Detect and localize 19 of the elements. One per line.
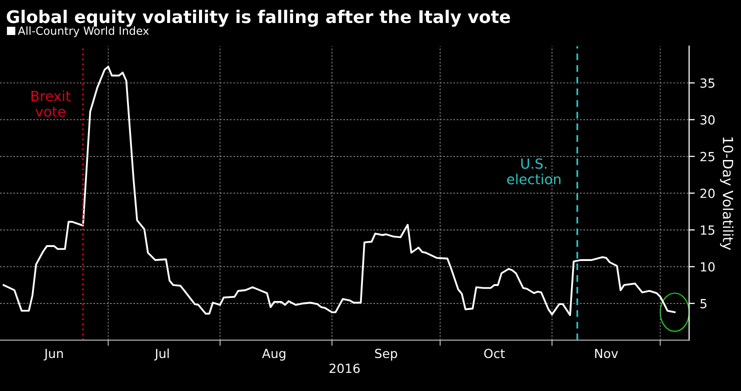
x-tick-label: Nov — [595, 348, 618, 358]
x-tick-label: Aug — [262, 348, 286, 361]
y-tick-label: 30 — [700, 115, 715, 125]
y-tick-label: 15 — [700, 226, 714, 235]
x-axis-title: 2016 — [330, 364, 360, 374]
y-tick-label: 25 — [700, 152, 714, 162]
y-tick-label: 20 — [700, 188, 715, 198]
y-axis-title: 10-Day Volatility — [720, 137, 734, 250]
x-tick-label: Jun — [44, 348, 63, 361]
chart-title: Global equity volatility is falling after the Italy vote — [6, 10, 510, 27]
ref-line-label: Brexit vote — [32, 90, 71, 117]
y-tick-label: 5 — [700, 299, 706, 308]
ref-line-label: U.S. election — [507, 158, 560, 184]
legend-label: All-Country World Index — [18, 26, 149, 38]
x-tick-label: Oct — [484, 348, 505, 358]
x-tick-label: Sep — [375, 348, 398, 361]
y-tick-label: 35 — [700, 78, 714, 88]
x-tick-label: Jul — [154, 348, 169, 361]
y-tick-label: 10 — [700, 262, 715, 272]
